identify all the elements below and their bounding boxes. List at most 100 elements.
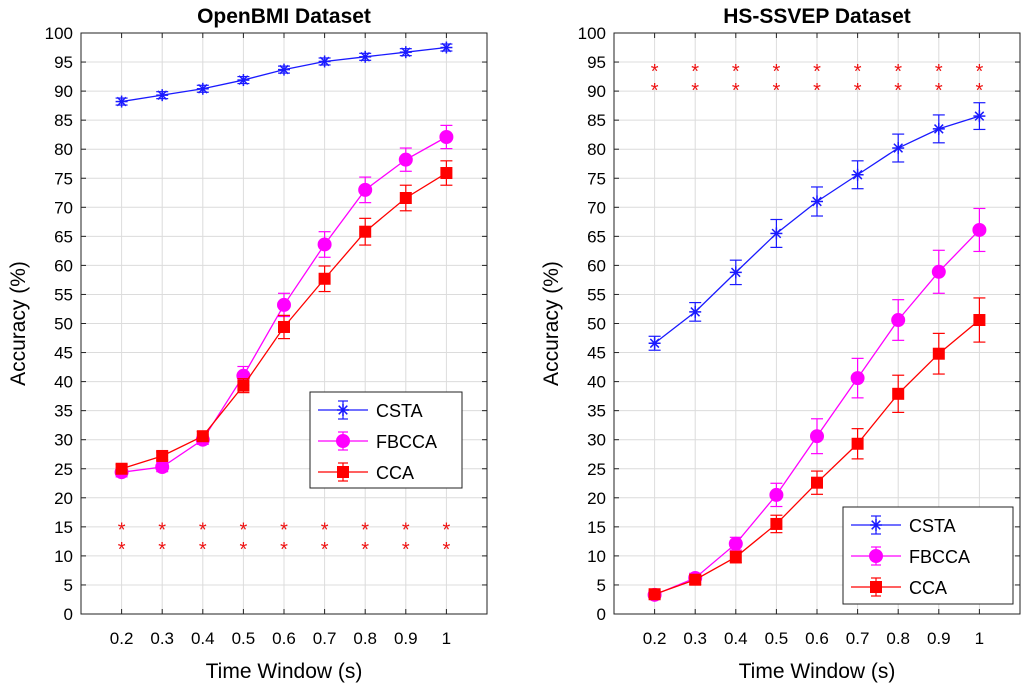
y-tick-label: 100: [45, 24, 73, 43]
data-point: [851, 168, 864, 181]
data-point: [439, 129, 454, 144]
y-tick-label: 30: [54, 431, 73, 450]
significance-marker: *: [894, 80, 902, 102]
significance-marker: *: [321, 539, 329, 561]
y-tick-label: 40: [54, 373, 73, 392]
legend-item-csta: CSTA: [318, 400, 423, 421]
y-axis-label: Accuracy (%): [7, 261, 30, 386]
significance-marker: *: [691, 80, 699, 102]
data-point: [156, 449, 169, 462]
legend-label: FBCCA: [909, 547, 970, 567]
chart-panel-2: 0510152025303540455055606570758085909510…: [540, 5, 1021, 683]
significance-marker: *: [118, 539, 126, 561]
y-tick-label: 80: [54, 140, 73, 159]
data-point: [399, 46, 412, 59]
y-tick-label: 65: [587, 227, 606, 246]
data-point: [399, 192, 412, 205]
data-point: [358, 182, 373, 197]
x-tick-label: 0.8: [353, 629, 377, 648]
series-csta: [648, 102, 986, 351]
y-axis-label: Accuracy (%): [540, 261, 563, 386]
data-point: [932, 122, 945, 135]
x-axis-label: Time Window (s): [206, 660, 363, 683]
data-point: [729, 551, 742, 564]
data-point: [850, 371, 865, 386]
y-tick-label: 90: [54, 82, 73, 101]
significance-marker: *: [443, 539, 451, 561]
data-point: [973, 314, 986, 327]
y-tick-label: 50: [587, 315, 606, 334]
legend-item-fbcca: FBCCA: [318, 431, 437, 452]
x-tick-label: 0.2: [643, 629, 667, 648]
data-point: [398, 152, 413, 167]
significance-marker: *: [321, 519, 329, 541]
significance-marker: *: [361, 539, 369, 561]
x-tick-label: 0.3: [683, 629, 707, 648]
y-tick-label: 90: [587, 82, 606, 101]
x-tick-label: 0.8: [886, 629, 910, 648]
y-tick-label: 5: [64, 576, 73, 595]
data-point: [728, 536, 743, 551]
y-tick-label: 30: [587, 431, 606, 450]
significance-marker: *: [732, 61, 740, 83]
y-tick-label: 20: [587, 489, 606, 508]
significance-marker: *: [732, 80, 740, 102]
legend-item-cca: CCA: [318, 462, 414, 483]
x-tick-label: 0.6: [805, 629, 829, 648]
y-tick-label: 75: [587, 169, 606, 188]
data-point: [156, 89, 169, 102]
y-tick-label: 60: [587, 256, 606, 275]
data-point: [769, 487, 784, 502]
x-tick-label: 0.4: [191, 629, 215, 648]
x-tick-label: 0.7: [313, 629, 337, 648]
y-tick-label: 10: [54, 547, 73, 566]
data-point: [196, 430, 209, 443]
significance-marker: *: [280, 519, 288, 541]
data-point: [317, 237, 332, 252]
significance-marker: *: [976, 80, 984, 102]
data-point: [811, 195, 823, 208]
data-point: [689, 305, 702, 318]
data-point: [237, 379, 250, 392]
x-tick-label: 0.9: [394, 629, 418, 648]
data-point: [972, 222, 987, 237]
y-tick-label: 50: [54, 315, 73, 334]
significance-marker: *: [651, 61, 659, 83]
legend-item-fbcca: FBCCA: [851, 546, 970, 567]
legend-label: CSTA: [376, 401, 423, 421]
data-point: [115, 95, 128, 108]
x-tick-label: 0.9: [927, 629, 951, 648]
data-point: [318, 55, 331, 68]
y-tick-label: 95: [54, 53, 73, 72]
data-point: [278, 63, 290, 76]
y-tick-label: 75: [54, 169, 73, 188]
data-point: [278, 320, 290, 333]
y-tick-label: 45: [587, 344, 606, 363]
x-tick-label: 0.2: [110, 629, 134, 648]
data-point: [810, 429, 824, 444]
data-point: [931, 264, 946, 279]
legend-item-cca: CCA: [851, 577, 947, 598]
y-tick-label: 40: [587, 373, 606, 392]
data-point: [851, 437, 864, 450]
y-tick-label: 35: [54, 402, 73, 421]
y-tick-label: 60: [54, 256, 73, 275]
significance-marker: *: [854, 80, 862, 102]
data-point: [932, 347, 945, 360]
x-axis-label: Time Window (s): [739, 660, 896, 683]
x-tick-label: 0.5: [232, 629, 256, 648]
data-point: [359, 50, 372, 63]
data-point: [277, 297, 291, 312]
y-tick-label: 5: [597, 576, 606, 595]
y-tick-label: 15: [54, 518, 73, 537]
data-point: [237, 74, 250, 87]
data-point: [811, 476, 823, 489]
data-point: [770, 517, 783, 530]
significance-marker: *: [402, 539, 410, 561]
chart-title: OpenBMI Dataset: [197, 5, 371, 28]
data-point: [892, 387, 905, 400]
x-tick-label: 1: [975, 629, 984, 648]
y-tick-label: 25: [587, 460, 606, 479]
significance-marker: *: [199, 539, 207, 561]
y-tick-label: 100: [578, 24, 606, 43]
